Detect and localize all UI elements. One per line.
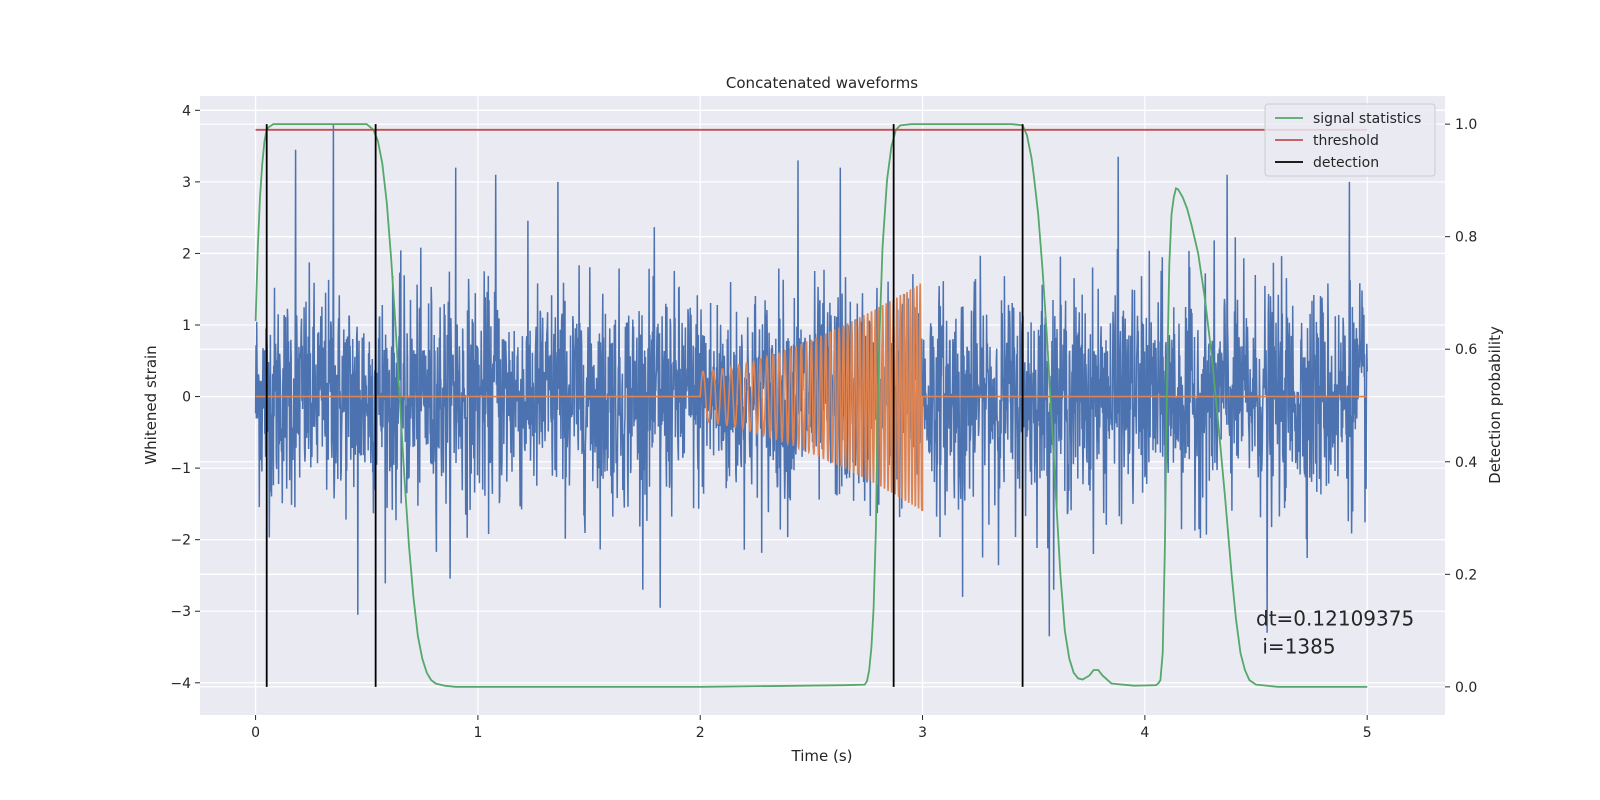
axes: 0 1 2 3 4 5 −4 −3 −2 −1 0 1 2 3 4 0.0 0.2 0.4 0.6 0.8 1.0: [170, 103, 1477, 741]
y2-tick-label: 1.0: [1455, 117, 1477, 133]
legend-entry: detection: [1313, 155, 1379, 171]
signal-statistics-series: [254, 123, 1368, 688]
annotation: dt=0.12109375 i=1385: [1256, 607, 1414, 659]
x-tick-label: 3: [918, 725, 927, 741]
y2-tick-label: 0.4: [1455, 455, 1477, 471]
annotation-line-1: dt=0.12109375: [1256, 607, 1414, 631]
y-tick-label: −4: [170, 676, 191, 692]
x-tick-label: 5: [1363, 725, 1372, 741]
legend: signal statistics threshold detection: [1264, 103, 1436, 177]
noise-series: [254, 124, 1368, 637]
y2-tick-label: 0.0: [1455, 680, 1477, 696]
injection-series: [255, 283, 1368, 512]
y-tick-label: −1: [170, 461, 191, 477]
x-axis-label: Time (s): [791, 747, 853, 765]
y2-tick-label: 0.6: [1455, 342, 1477, 358]
y-tick-label: −3: [170, 604, 191, 620]
y2-tick-label: 0.2: [1455, 567, 1477, 583]
annotation-line-2: i=1385: [1256, 635, 1336, 659]
y-tick-label: 1: [182, 318, 191, 334]
y-tick-label: 2: [182, 246, 191, 262]
legend-box: [1264, 103, 1436, 177]
plot-area: [254, 123, 1368, 688]
y-tick-label: 3: [182, 175, 191, 191]
x-tick-label: 0: [251, 725, 260, 741]
y-axis-label: Whitened strain: [142, 345, 160, 464]
y-tick-label: 0: [182, 390, 191, 406]
legend-entry: signal statistics: [1313, 111, 1421, 127]
y-tick-label: 4: [182, 103, 191, 119]
x-tick-label: 1: [473, 725, 482, 741]
y2-axis-label: Detection probability: [1486, 326, 1504, 484]
legend-entry: threshold: [1313, 133, 1379, 149]
chart-title: Concatenated waveforms: [726, 74, 918, 92]
y-tick-label: −2: [170, 533, 191, 549]
x-tick-label: 2: [696, 725, 705, 741]
y2-tick-label: 0.8: [1455, 230, 1477, 246]
x-tick-label: 4: [1140, 725, 1149, 741]
